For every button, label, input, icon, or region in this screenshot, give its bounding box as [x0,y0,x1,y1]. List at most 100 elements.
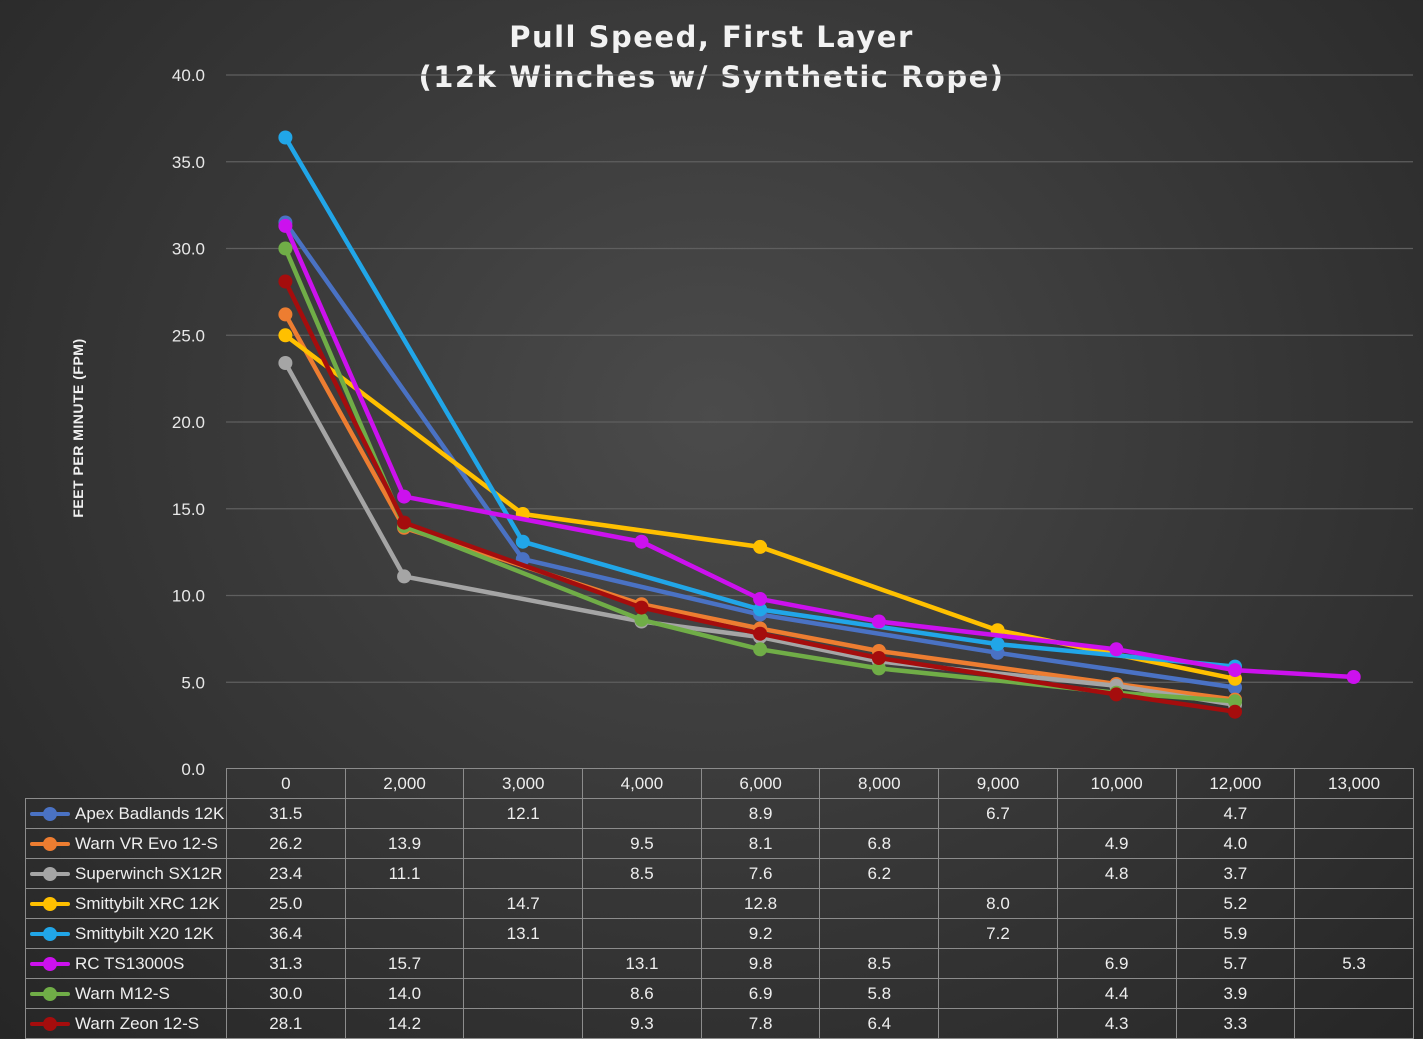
legend-marker-icon [28,837,72,852]
table-row: Apex Badlands 12K 31.5 12.1 8.9 6.7 4.7 [25,798,1414,829]
table-row: Warn M12-S 30.0 14.0 8.6 6.9 5.8 4.4 3.9 [25,978,1414,1009]
table-cell: 13.1 [582,948,702,979]
table-cell: 7.2 [938,918,1058,949]
data-point [397,569,412,584]
data-point [753,626,768,641]
table-cell: 3.7 [1175,858,1296,889]
table-cell: 4.4 [1056,978,1177,1009]
series-lines [278,130,1361,719]
series-name: Smittybilt X20 12K [75,923,214,943]
data-point [1109,642,1124,657]
table-cell: 14.7 [463,888,584,919]
table-cell: 7.6 [700,858,821,889]
series-line [283,223,1356,680]
y-tick-label: 25.0 [172,326,205,345]
table-cell [463,858,584,889]
legend-entry: Smittybilt X20 12K [25,918,227,949]
table-header-row: 0 2,000 3,000 4,000 6,000 8,000 9,000 10,000 12,… [26,768,1414,799]
table-cell: 26.2 [226,828,346,859]
series-name: Superwinch SX12R [75,863,223,883]
table-cell: 31.3 [226,948,346,979]
legend-marker-icon [28,807,72,822]
table-cell: 31.5 [226,798,346,829]
table-cell: 7.8 [700,1008,821,1039]
table-row: Smittybilt X20 12K 36.4 13.1 9.2 7.2 5.9 [25,918,1414,949]
table-cell [1294,828,1414,859]
legend-marker-icon [28,957,72,972]
table-cell [1294,918,1414,949]
table-cell [938,828,1058,859]
data-point [1109,687,1124,702]
data-point [871,651,886,665]
data-point [753,602,768,617]
chart-title: Pull Speed, First Layer [509,20,914,54]
table-cell: 9.8 [700,948,821,979]
x-category-label: 3,000 [463,768,584,799]
legend-marker-icon [28,987,72,1002]
table-cell: 13.9 [344,828,465,859]
table-cell [1056,918,1177,949]
table-cell: 4.8 [1056,858,1177,889]
table-cell: 11.1 [344,858,465,889]
table-cell: 8.5 [582,858,702,889]
data-point [1228,663,1242,678]
y-tick-label: 15.0 [172,500,205,519]
y-tick-label: 5.0 [181,673,205,692]
x-category-label: 8,000 [819,768,940,799]
legend-marker-icon [28,1017,72,1032]
table-row: Superwinch SX12R 23.4 11.1 8.5 7.6 6.2 4.8 3.7 [25,858,1414,889]
data-point [397,489,412,504]
data-point [634,534,649,549]
x-category-label: 12,000 [1175,768,1296,799]
table-cell: 6.4 [819,1008,940,1039]
legend-entry: Warn VR Evo 12-S [25,828,227,859]
series-markers [278,241,1242,709]
table-cell: 13.1 [463,918,584,949]
table-cell: 5.3 [1294,948,1414,979]
table-corner [26,769,227,799]
data-point [1228,694,1242,709]
table-cell: 8.9 [700,798,821,829]
data-point [753,592,768,606]
data-table: 0 2,000 3,000 4,000 6,000 8,000 9,000 10,000 12,… [25,768,1414,1039]
table-cell: 5.8 [819,978,940,1009]
table-cell: 15.7 [344,948,465,979]
table-cell [1294,888,1414,919]
series-markers [278,274,1242,719]
table-cell [1294,978,1414,1009]
table-cell: 14.0 [344,978,465,1009]
table-cell [463,828,584,859]
legend-marker-icon [28,897,72,912]
table-cell: 12.1 [463,798,584,829]
legend-marker-icon [28,867,72,882]
gridlines [226,74,1413,683]
table-cell: 6.2 [819,858,940,889]
legend-marker-icon [28,927,72,942]
table-cell [344,918,465,949]
table-row: Smittybilt XRC 12K 25.0 14.7 12.8 8.0 5.2 [25,888,1414,919]
data-point [278,307,293,322]
table-cell: 4.0 [1175,828,1296,859]
series-name: Warn Zeon 12-S [75,1013,200,1033]
chart-subtitle: (12k Winches w/ Synthetic Rope) [418,60,1005,94]
data-point [871,614,886,629]
data-point [278,218,293,233]
table-cell [819,888,940,919]
data-point [397,515,412,530]
data-point [1346,670,1361,684]
table-cell: 8.6 [582,978,702,1009]
table-cell: 6.9 [1056,948,1177,979]
series-markers [278,218,1361,684]
table-cell [1056,888,1177,919]
table-cell: 4.3 [1056,1008,1177,1039]
table-cell [463,1008,584,1039]
data-point [515,534,530,549]
series-name: Warn VR Evo 12-S [75,833,218,853]
table-cell: 9.3 [582,1008,702,1039]
legend-entry: Apex Badlands 12K [25,798,227,829]
data-point [278,328,293,343]
series-name: Smittybilt XRC 12K [75,893,220,913]
table-row: RC TS13000S 31.3 15.7 13.1 9.8 8.5 6.9 5.7 5.3 [25,948,1414,979]
table-cell: 23.4 [226,858,346,889]
